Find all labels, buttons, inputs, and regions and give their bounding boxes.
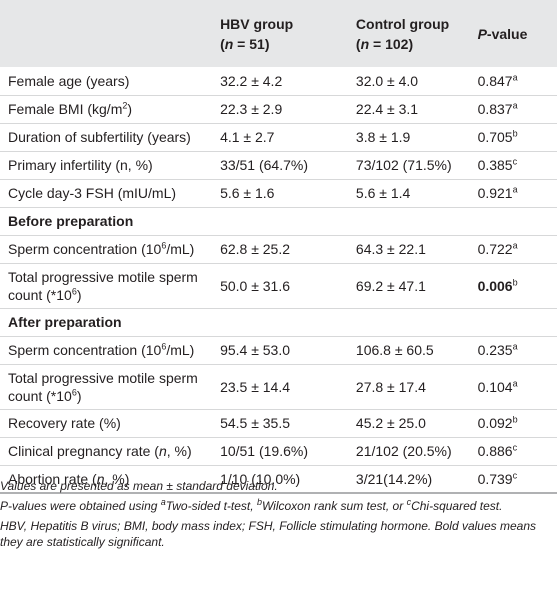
- table-header-row: HBV group (n = 51) Control group (n = 10…: [0, 0, 557, 67]
- control-value: 32.0 ± 4.0: [355, 72, 419, 89]
- hbv-value: 4.1 ± 2.7: [220, 129, 275, 145]
- row-label: Clinical pregnancy rate (n, %): [8, 443, 192, 459]
- control-value: 69.2 ± 47.1: [355, 277, 426, 294]
- hbv-value: 1/10 (10.0%): [220, 470, 301, 487]
- hbv-value: 95.4 ± 53.0: [220, 342, 291, 358]
- row-label: Primary infertility (n, %): [8, 157, 153, 173]
- footnote-values: Values are presented as mean ± standard …: [0, 479, 278, 493]
- table-footnotes: Values are presented as mean ± standard …: [0, 478, 550, 550]
- n-italic: n: [224, 35, 234, 52]
- control-value: 64.3 ± 22.1: [355, 241, 426, 257]
- hbv-value: 54.5 ± 35.5: [220, 415, 291, 431]
- section-title-after: After preparation: [8, 314, 122, 330]
- control-value: 22.4 ± 3.1: [355, 101, 419, 117]
- table-row: Sperm concentration (106/mL) 95.4 ± 53.0…: [0, 336, 557, 364]
- hbv-value: 32.2 ± 4.2: [220, 72, 283, 89]
- row-label: Recovery rate (%): [8, 415, 121, 431]
- p-value: 0.921a: [477, 184, 518, 201]
- header-control-group: Control group (n = 102): [348, 0, 470, 67]
- control-value: 5.6 ± 1.4: [355, 185, 411, 201]
- footnote-abbreviations: HBV, Hepatitis B virus; BMI, body mass i…: [0, 519, 536, 549]
- header-hbv-title: HBV group: [220, 15, 294, 32]
- control-value: 73/102 (71.5%): [355, 157, 452, 173]
- row-label: Total progressive motile sperm count (*1…: [8, 369, 198, 404]
- p-value: 0.722a: [477, 240, 518, 257]
- p-value: 0.886c: [477, 442, 518, 459]
- header-hbv-group: HBV group (n = 51): [212, 0, 348, 67]
- control-value: 27.8 ± 17.4: [355, 378, 426, 395]
- table-row: Clinical pregnancy rate (n, %) 10/51 (19…: [0, 437, 557, 465]
- hbv-value: 50.0 ± 31.6: [220, 277, 291, 294]
- table-row: Recovery rate (%) 54.5 ± 35.5 45.2 ± 25.…: [0, 409, 557, 437]
- control-value: 21/102 (20.5%): [355, 443, 452, 459]
- p-value: 0.739c: [477, 470, 518, 487]
- header-pvalue: P-value: [477, 25, 528, 42]
- footnote-pvalues: P-values were obtained using aTwo-sided …: [0, 497, 503, 514]
- n-italic: n: [360, 35, 370, 52]
- row-label: Female age (years): [8, 72, 130, 89]
- control-value: 106.8 ± 60.5: [355, 342, 434, 358]
- row-label: Sperm concentration (106/mL): [8, 341, 195, 358]
- p-value: 0.092b: [477, 414, 518, 431]
- row-label: Abortion rate (n, %): [8, 470, 130, 487]
- p-value: 0.385c: [477, 156, 518, 173]
- hbv-value: 22.3 ± 2.9: [220, 101, 283, 117]
- hbv-value: 23.5 ± 14.4: [220, 378, 291, 395]
- table-row: Female BMI (kg/m2) 22.3 ± 2.9 22.4 ± 3.1…: [0, 95, 557, 123]
- table-row: Female age (years) 32.2 ± 4.2 32.0 ± 4.0…: [0, 67, 557, 95]
- table-row: Abortion rate (n, %) 1/10 (10.0%) 3/21(1…: [0, 465, 557, 493]
- header-variable: [0, 0, 212, 67]
- header-control-title: Control group: [355, 15, 450, 32]
- table-row: Primary infertility (n, %) 33/51 (64.7%)…: [0, 151, 557, 179]
- section-title-before: Before preparation: [8, 213, 134, 229]
- table-row: Sperm concentration (106/mL) 62.8 ± 25.2…: [0, 235, 557, 263]
- table-row: Total progressive motile sperm count (*1…: [0, 364, 557, 409]
- table-row: Total progressive motile sperm count (*1…: [0, 263, 557, 308]
- control-value: 45.2 ± 25.0: [355, 415, 426, 431]
- p-value: 0.837a: [477, 100, 518, 117]
- p-value-significant: 0.006b: [477, 276, 518, 294]
- control-value: 3/21(14.2%): [355, 470, 433, 487]
- p-value: 0.104a: [477, 377, 518, 395]
- row-label: Duration of subfertility (years): [8, 129, 191, 145]
- p-value: 0.235a: [477, 341, 518, 358]
- row-label: Sperm concentration (106/mL): [8, 240, 195, 257]
- results-table: HBV group (n = 51) Control group (n = 10…: [0, 0, 557, 493]
- table-row: Duration of subfertility (years) 4.1 ± 2…: [0, 123, 557, 151]
- row-label: Female BMI (kg/m2): [8, 100, 133, 117]
- row-label: Total progressive motile sperm count (*1…: [8, 268, 198, 303]
- row-label: Cycle day-3 FSH (mIU/mL): [8, 185, 177, 201]
- control-value: 3.8 ± 1.9: [355, 129, 411, 145]
- header-control-n: (n = 102): [355, 35, 414, 52]
- p-value: 0.705b: [477, 128, 518, 145]
- hbv-value: 10/51 (19.6%): [220, 443, 309, 459]
- p-value: 0.847a: [477, 72, 518, 89]
- section-row-after: After preparation: [0, 308, 557, 336]
- header-hbv-n: (n = 51): [220, 35, 270, 52]
- hbv-value: 5.6 ± 1.6: [220, 185, 275, 201]
- hbv-value: 33/51 (64.7%): [220, 157, 309, 173]
- table-row: Cycle day-3 FSH (mIU/mL) 5.6 ± 1.6 5.6 ±…: [0, 179, 557, 207]
- section-row-before: Before preparation: [0, 207, 557, 235]
- hbv-value: 62.8 ± 25.2: [220, 241, 291, 257]
